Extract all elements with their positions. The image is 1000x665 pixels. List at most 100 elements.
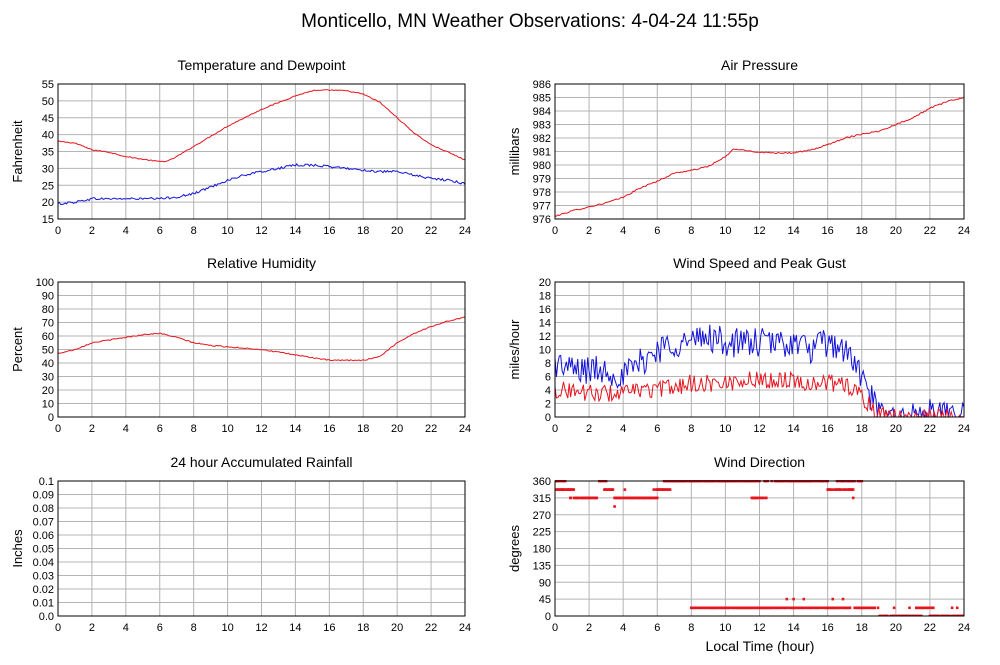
winddir-point [625,496,628,500]
winddir-point [896,614,899,616]
temp-x-tick-label: 24 [459,225,471,237]
pressure-y-tick-label: 979 [533,174,551,186]
pressure-x-tick-label: 18 [856,225,868,237]
humidity-y-axis-label: Percent [10,327,25,372]
rain-x-tick-label: 6 [157,622,163,634]
rain-y-tick-label: 0.1 [39,476,54,488]
rain-y-tick-label: 0.0 [39,611,54,623]
winddir-point [723,606,726,610]
winddir-point [716,606,719,610]
humidity-plot-frame [57,281,466,418]
winddir-point [916,614,920,616]
rain-y-tick-label: 0.07 [33,517,54,529]
wind-plot-frame [554,281,965,418]
pressure-series-line [555,97,964,217]
humidity-x-tick-label: 14 [289,423,301,435]
winddir-point [668,488,672,491]
winddir-x-tick-label: 4 [620,622,626,634]
winddir-point [802,606,805,610]
rain-x-tick-label: 0 [55,622,61,634]
winddir-point [605,488,609,491]
winddir-point [755,496,758,500]
winddir-point [851,488,855,491]
winddir-point [616,496,620,500]
winddir-point [858,606,862,610]
winddir-point [892,606,896,610]
humidity-y-tick-label: 50 [42,345,54,357]
wind-y-tick-label: 16 [539,304,551,316]
winddir-point [727,606,731,610]
rain-x-tick-label: 14 [289,622,301,634]
winddir-point [929,606,933,610]
rain-y-axis-label: Inches [10,529,25,568]
winddir-point [876,606,880,610]
winddir-x-tick-label: 2 [586,622,592,634]
pressure-y-tick-label: 977 [533,201,551,213]
temp-x-tick-label: 22 [425,225,437,237]
winddir-point [821,606,824,610]
temp-x-tick-label: 10 [221,225,233,237]
pressure-y-tick-label: 983 [533,120,551,132]
winddir-x-tick-label: 10 [719,622,731,634]
winddir-point [569,496,573,500]
humidity-y-tick-label: 0 [48,412,54,424]
humidity-x-tick-label: 2 [89,423,95,435]
winddir-point [792,597,795,601]
winddir-point [595,496,599,500]
pressure-y-tick-label: 982 [533,133,551,145]
rain-x-tick-label: 10 [221,622,233,634]
winddir-point [954,614,958,616]
winddir-point [693,606,696,610]
winddir-x-tick-label: 6 [654,622,660,634]
pressure-plot-frame [554,83,965,220]
winddir-point [611,488,615,491]
humidity-y-tick-label: 100 [36,277,54,289]
temp-x-tick-label: 4 [123,225,129,237]
wind-series-line [555,370,964,417]
wind-series-line [555,324,964,417]
winddir-point [879,614,883,616]
winddir-point [832,488,835,491]
humidity-x-tick-label: 20 [391,423,403,435]
wind-x-tick-label: 8 [688,423,694,435]
winddir-point [811,606,815,610]
pressure-x-tick-label: 24 [958,225,970,237]
rain-y-tick-label: 0.04 [33,557,54,569]
winddir-point [886,614,889,616]
pressure-y-tick-label: 984 [533,106,551,118]
winddir-point [917,606,920,610]
wind-chart-title: Wind Speed and Peak Gust [673,255,846,271]
winddir-point [841,597,845,601]
winddir-x-tick-label: 16 [822,622,834,634]
humidity-x-tick-label: 6 [157,423,163,435]
winddir-x-tick-label: 14 [787,622,799,634]
temp-y-tick-label: 20 [42,197,54,209]
humidity-y-tick-label: 70 [42,318,54,330]
winddir-y-tick-label: 360 [533,476,551,488]
winddir-point [656,496,659,500]
rain-x-tick-label: 12 [255,622,267,634]
wind-x-tick-label: 10 [719,423,731,435]
winddir-point [927,606,930,610]
rain-y-tick-label: 0.09 [33,490,54,502]
pressure-x-tick-label: 4 [620,225,626,237]
pressure-x-tick-label: 2 [586,225,592,237]
winddir-point [787,606,791,610]
wind-y-tick-label: 18 [539,291,551,303]
pressure-x-tick-label: 8 [688,225,694,237]
winddir-point [652,488,656,491]
rain-x-tick-label: 22 [425,622,437,634]
humidity-x-tick-label: 18 [357,423,369,435]
winddir-point [729,606,732,610]
winddir-y-tick-label: 270 [533,510,551,522]
rain-x-tick-label: 18 [357,622,369,634]
winddir-x-tick-label: 12 [753,622,765,634]
temp-y-tick-label: 15 [42,214,54,226]
wind-y-tick-label: 8 [545,358,551,370]
